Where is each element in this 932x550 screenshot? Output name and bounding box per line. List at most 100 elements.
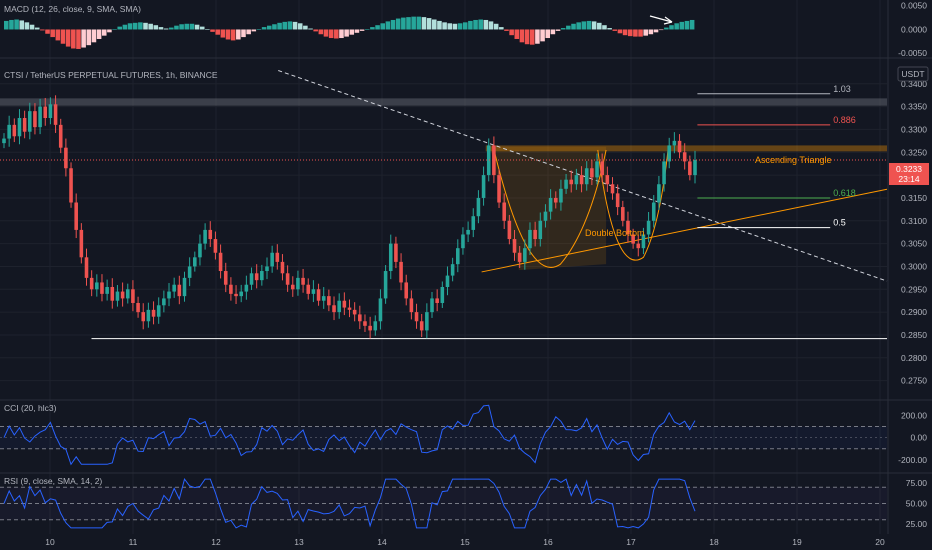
macd-histogram-bar — [96, 29, 102, 39]
candle-body — [290, 284, 295, 290]
candle-body — [523, 248, 527, 262]
macd-histogram-bar — [504, 29, 509, 31]
candle-body — [383, 271, 388, 299]
macd-histogram-bar — [101, 29, 107, 36]
candle-body — [373, 321, 378, 331]
macd-histogram-bar — [328, 29, 334, 39]
candle-body — [151, 309, 156, 317]
macd-histogram-bar — [468, 20, 473, 30]
macd-histogram-bar — [612, 29, 618, 31]
candle-body — [388, 243, 393, 272]
macd-histogram-bar — [597, 22, 602, 30]
macd-y-tick-label: -0.0050 — [898, 48, 927, 58]
macd-histogram-bar — [664, 27, 669, 30]
x-tick-label: 18 — [709, 537, 719, 547]
unit-badge[interactable] — [897, 66, 929, 82]
candle-body — [425, 312, 429, 331]
macd-histogram-bar — [107, 29, 112, 33]
candle-body — [198, 243, 202, 258]
rsi-line — [3, 477, 696, 529]
candle-body — [466, 229, 470, 235]
macd-histogram-bar — [230, 29, 236, 41]
candle-body — [590, 168, 594, 178]
candle-body — [223, 271, 228, 285]
candle-body — [682, 152, 687, 162]
candle-body — [553, 197, 558, 203]
macd-histogram-bar — [395, 18, 401, 30]
countdown-value: 23:14 — [898, 174, 920, 184]
x-tick-label: 10 — [45, 537, 55, 547]
macd-y-tick-label: 0.0000 — [901, 24, 927, 34]
candle-body — [461, 234, 465, 249]
candle-body — [621, 207, 625, 221]
candle-body — [316, 289, 321, 301]
rsi-title[interactable]: RSI (9, close, SMA, 14, 2) — [4, 476, 102, 486]
candle-body — [615, 193, 620, 208]
rsi-y-tick-label: 50.00 — [906, 499, 928, 509]
cci-line — [3, 404, 696, 466]
macd-histogram-bar — [643, 29, 648, 36]
candle-body — [254, 273, 259, 281]
candle-body — [414, 312, 419, 322]
candle-body — [471, 216, 476, 230]
candle-body — [502, 202, 506, 221]
macd-histogram-bar — [215, 29, 220, 35]
macd-histogram-bar — [292, 21, 298, 30]
price-y-tick-label: 0.3250 — [901, 147, 927, 157]
macd-histogram-bar — [535, 29, 540, 44]
candle-body — [399, 261, 403, 283]
macd-histogram-bar — [638, 29, 643, 37]
candle-body — [260, 271, 264, 281]
macd-histogram-bar — [344, 29, 349, 37]
candle-body — [285, 273, 290, 285]
macd-histogram-bar — [220, 29, 226, 38]
macd-histogram-bar — [401, 17, 406, 30]
candle-body — [95, 282, 99, 290]
macd-histogram-bar — [437, 20, 442, 30]
rsi-panel — [0, 477, 887, 529]
macd-histogram-bar — [163, 28, 169, 30]
candle-body — [492, 145, 496, 176]
macd-histogram-bar — [370, 27, 375, 30]
price-title[interactable]: CTSI / TetherUS PERPETUAL FUTURES, 1h, B… — [4, 70, 218, 80]
candle-body — [162, 298, 166, 306]
ascending-triangle-label: Ascending Triangle — [755, 155, 832, 165]
candle-body — [636, 243, 641, 249]
x-tick-label: 19 — [792, 537, 802, 547]
candle-body — [275, 252, 280, 262]
price-y-tick-label: 0.3400 — [901, 79, 927, 89]
price-y-tick-label: 0.3000 — [901, 261, 927, 271]
price-y-tick-label: 0.2950 — [901, 284, 927, 294]
candle-body — [600, 161, 604, 176]
double-bottom-arc-right — [597, 146, 669, 261]
cci-title[interactable]: CCI (20, hlc3) — [4, 403, 57, 413]
macd-histogram-bar — [55, 29, 61, 41]
cci-band — [0, 426, 887, 449]
candle-body — [43, 106, 48, 119]
candle-body — [605, 175, 610, 185]
last-price-value: 0.3233 — [896, 164, 922, 174]
x-tick-label: 12 — [211, 537, 221, 547]
macd-histogram-bar — [385, 21, 391, 30]
macd-histogram-bar — [375, 25, 380, 30]
candle-body — [327, 296, 331, 306]
macd-title[interactable]: MACD (12, 26, close, 9, SMA, SMA) — [4, 4, 141, 14]
price-panel: 1.03 0.886 0.618 0.5 — [0, 70, 888, 340]
macd-histogram-bar — [308, 28, 313, 30]
candle-body — [672, 140, 677, 146]
candle-body — [394, 243, 398, 262]
macd-histogram-bar — [143, 22, 148, 30]
candle-body — [497, 175, 501, 203]
candle-body — [646, 220, 651, 235]
macd-histogram-bar — [679, 21, 685, 30]
macd-histogram-bar — [540, 29, 545, 42]
fib-level-label: 0.886 — [833, 115, 856, 125]
grid-lines — [0, 0, 887, 534]
candle-body — [105, 287, 109, 294]
macd-histogram-bar — [297, 23, 303, 30]
macd-histogram-bar — [9, 19, 14, 30]
macd-histogram-bar — [148, 23, 153, 30]
candle-body — [507, 220, 512, 240]
macd-histogram-bar — [236, 29, 241, 40]
candle-body — [27, 111, 32, 132]
